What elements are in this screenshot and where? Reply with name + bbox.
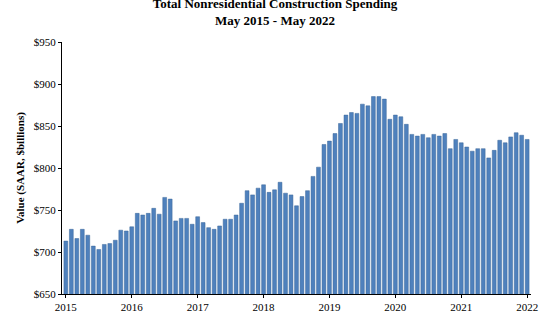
svg-text:$750: $750	[34, 204, 57, 216]
svg-text:Value (SAAR, $billions): Value (SAAR, $billions)	[14, 112, 27, 224]
svg-text:2021: 2021	[450, 301, 472, 313]
svg-text:2017: 2017	[187, 301, 210, 313]
svg-text:Total Nonresidential Construct: Total Nonresidential Construction Spendi…	[153, 0, 398, 28]
svg-text:2016: 2016	[121, 301, 144, 313]
svg-text:2019: 2019	[318, 301, 341, 313]
svg-text:2022: 2022	[516, 301, 538, 313]
svg-text:$950: $950	[34, 36, 57, 48]
svg-text:$850: $850	[34, 120, 57, 132]
svg-text:$900: $900	[34, 78, 57, 90]
svg-text:$650: $650	[34, 288, 57, 300]
svg-text:2015: 2015	[55, 301, 78, 313]
svg-text:2020: 2020	[384, 301, 407, 313]
svg-text:2018: 2018	[253, 301, 276, 313]
svg-text:$700: $700	[34, 246, 57, 258]
svg-text:$800: $800	[34, 162, 57, 174]
